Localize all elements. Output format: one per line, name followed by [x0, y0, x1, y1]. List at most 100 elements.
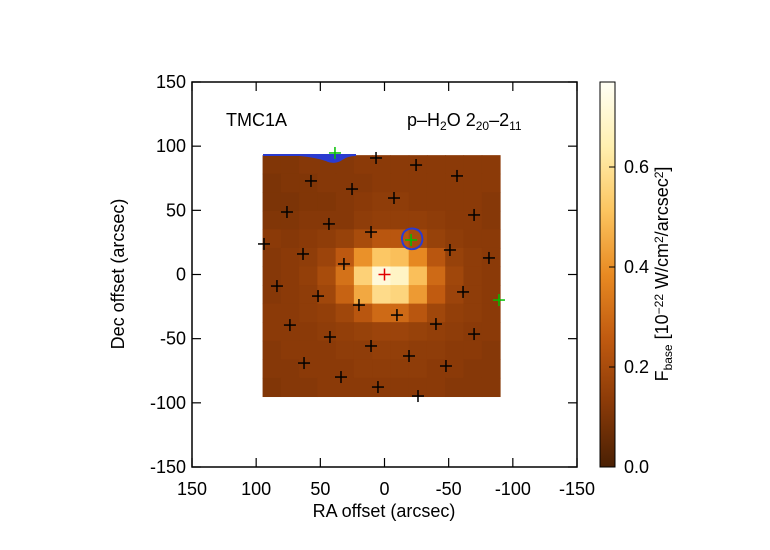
heatmap-cell — [280, 155, 300, 175]
heatmap-cell — [299, 173, 318, 193]
y-tick-label: -50 — [160, 329, 186, 349]
pointing-marker — [405, 233, 418, 246]
heatmap-cell — [353, 359, 373, 379]
heatmap-cell — [317, 303, 337, 323]
contour-blob — [263, 154, 357, 163]
pointing-marker — [443, 243, 456, 256]
heatmap-cell — [372, 247, 392, 268]
pointing-marker — [334, 371, 347, 384]
x-tick-label: 50 — [310, 479, 330, 499]
colorbar-label-part: F — [652, 370, 672, 381]
colorbar-label-part: /arcsec — [652, 178, 672, 236]
heatmap-cell — [262, 155, 282, 175]
heatmap-cell — [262, 210, 282, 230]
heatmap-cell — [408, 247, 428, 268]
pointing-marker — [346, 183, 359, 196]
heatmap-cell — [390, 340, 410, 360]
pointing-marker — [387, 192, 400, 205]
pointing-marker — [429, 318, 442, 331]
colorbar-tick-label: 0.0 — [624, 457, 649, 477]
heatmap-cell — [372, 229, 392, 249]
heatmap-cell — [299, 359, 318, 379]
heatmap-cell — [335, 303, 355, 323]
heatmap-cell — [280, 266, 300, 286]
heatmap-cell — [280, 285, 300, 305]
line-label-part: O 2 — [447, 110, 476, 130]
heatmap-cell — [262, 303, 282, 323]
pointing-marker — [257, 237, 270, 250]
heatmap-cell — [445, 192, 465, 212]
heatmap-cell — [335, 266, 355, 286]
x-tick-label: 150 — [177, 479, 207, 499]
heatmap-cell — [353, 303, 373, 323]
heatmap-cell — [353, 173, 373, 193]
heatmap-cell — [280, 377, 300, 398]
heatmap-cell — [262, 173, 282, 193]
heatmap-cell — [463, 266, 483, 286]
pointing-marker — [297, 247, 310, 260]
heatmap-cell — [390, 359, 410, 379]
colorbar-label-part: W/cm — [652, 243, 672, 294]
heatmap-cell — [481, 303, 501, 323]
pointing-marker — [365, 339, 378, 352]
heatmap-cell — [262, 322, 282, 342]
colorbar-tick-label: 0.2 — [624, 357, 649, 377]
heatmap-cell — [445, 285, 465, 305]
pointing-marker — [322, 217, 335, 230]
pointing-marker — [482, 251, 495, 264]
heatmap-cell — [372, 210, 392, 230]
heatmap-cell — [372, 285, 392, 305]
heatmap-cell — [262, 247, 282, 268]
heatmap-cell — [353, 285, 373, 305]
heatmap-cell — [445, 266, 465, 286]
line-label: p–H2O 220–211 — [407, 110, 522, 133]
heatmap-cell — [353, 266, 373, 286]
heatmap-cell — [408, 359, 428, 379]
heatmap-cell — [481, 266, 501, 286]
colorbar-label: Fbase [10−22 W/cm2/arcsec2] — [652, 167, 675, 382]
heatmap-cell — [390, 229, 410, 249]
heatmap-cell — [408, 229, 428, 249]
heatmap-cell — [280, 359, 300, 379]
heatmap-cell — [299, 155, 318, 175]
heatmap-cell — [408, 210, 428, 230]
heatmap-cell — [426, 285, 446, 305]
heatmap-cell — [317, 247, 337, 268]
heatmap-cell — [262, 266, 282, 286]
pointing-marker — [370, 151, 383, 164]
heatmap-cell — [317, 192, 337, 212]
heatmap-cell — [408, 173, 428, 193]
heatmap-cell — [299, 266, 318, 286]
x-tick-label: -50 — [436, 479, 462, 499]
x-tick-label: 0 — [379, 479, 389, 499]
heatmap-cell — [426, 322, 446, 342]
heatmap-cell — [426, 173, 446, 193]
heatmap-cell — [335, 247, 355, 268]
heatmap-cell — [463, 247, 483, 268]
heatmap-cell — [299, 285, 318, 305]
heatmap-cell — [445, 340, 465, 360]
pointing-marker — [365, 226, 378, 239]
heatmap-cell — [463, 303, 483, 323]
heatmap-cell — [408, 303, 428, 323]
heatmap-cell — [262, 192, 282, 212]
heatmap-cell — [335, 322, 355, 342]
heatmap-cell — [353, 322, 373, 342]
heatmap-cell — [299, 247, 318, 268]
heatmap-cell — [353, 192, 373, 212]
colorbar-label-part: base — [661, 344, 675, 370]
heatmap-cell — [262, 359, 282, 379]
heatmap-cell — [390, 192, 410, 212]
heatmap-cell — [390, 303, 410, 323]
heatmap-cell — [426, 210, 446, 230]
heatmap-cell — [408, 340, 428, 360]
heatmap-cell — [445, 359, 465, 379]
colorbar-label-part: 2 — [652, 236, 666, 243]
heatmap-cell — [481, 229, 501, 249]
heatmap-cell — [426, 192, 446, 212]
heatmap-cell — [445, 303, 465, 323]
heatmap-cell — [299, 340, 318, 360]
pointing-marker — [323, 330, 336, 343]
pointing-marker — [410, 159, 423, 172]
heatmap-cell — [335, 340, 355, 360]
